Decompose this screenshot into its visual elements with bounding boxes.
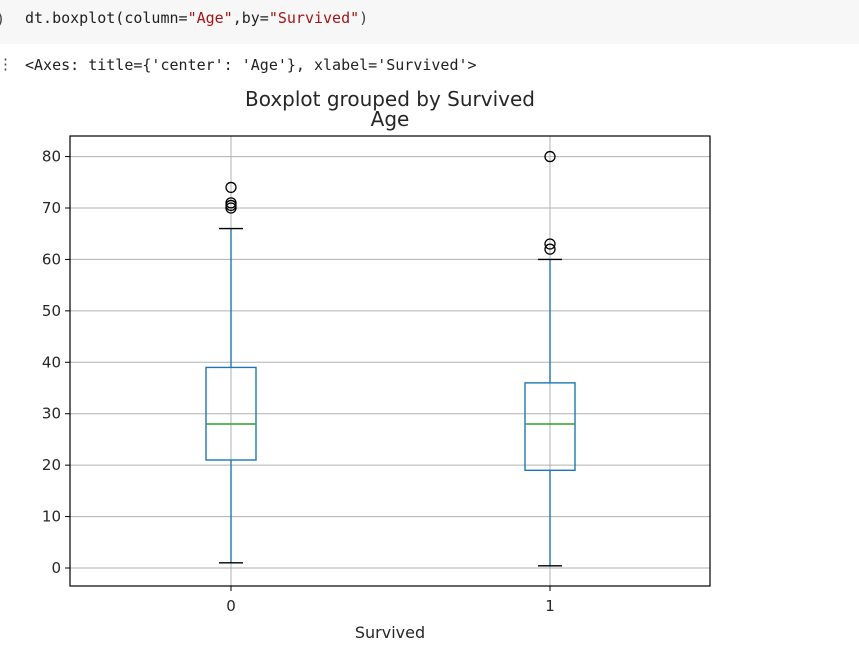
code-suffix: ) xyxy=(359,9,369,27)
outlier-point xyxy=(544,150,556,163)
y-tick-label: 50 xyxy=(42,302,61,320)
x-tick-label: 0 xyxy=(226,597,236,615)
outlier-point xyxy=(225,181,237,194)
y-tick-label: 20 xyxy=(42,456,61,474)
x-tick-label: 1 xyxy=(545,597,555,615)
run-cell-icon[interactable]: ) xyxy=(0,10,10,32)
outlier-point xyxy=(225,197,237,209)
y-tick-label: 10 xyxy=(42,508,61,526)
outlier-point xyxy=(544,243,556,255)
output-repr: <Axes: title={'center': 'Age'}, xlabel='… xyxy=(25,56,477,74)
chart-title: Age xyxy=(371,107,410,131)
chart-suptitle: Boxplot grouped by Survived xyxy=(245,87,535,111)
y-tick-label: 80 xyxy=(42,148,61,166)
y-tick-label: 30 xyxy=(42,405,61,423)
code-cell[interactable]: ) dt.boxplot(column="Age",by="Survived") xyxy=(0,0,859,44)
x-axis-label: Survived xyxy=(355,623,425,642)
code-sep: ,by= xyxy=(232,9,269,27)
y-tick-label: 0 xyxy=(51,559,61,577)
iqr-box xyxy=(524,382,576,471)
iqr-box xyxy=(205,366,257,461)
output-expand-icon[interactable]: ⋮ xyxy=(0,55,13,73)
y-tick-label: 60 xyxy=(42,250,61,268)
y-tick-label: 40 xyxy=(42,353,61,371)
code-arg-by: "Survived" xyxy=(268,9,360,27)
y-tick-label: 70 xyxy=(42,199,61,217)
outlier-point xyxy=(544,238,556,250)
code-line[interactable]: dt.boxplot(column="Age",by="Survived") xyxy=(25,9,368,27)
axes-frame xyxy=(69,135,711,587)
code-prefix: dt.boxplot(column= xyxy=(25,9,188,27)
code-arg-column: "Age" xyxy=(187,9,233,27)
